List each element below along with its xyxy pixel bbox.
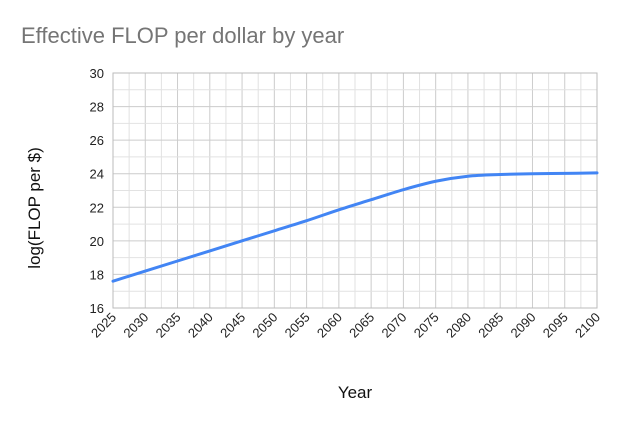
- x-tick-label: 2055: [282, 310, 313, 341]
- x-tick-label: 2070: [378, 310, 409, 341]
- y-tick-label: 18: [90, 267, 104, 282]
- chart-title: Effective FLOP per dollar by year: [21, 23, 344, 48]
- x-tick-label: 2045: [217, 310, 248, 341]
- series-line: [111, 171, 599, 283]
- x-tick-label: 2065: [346, 310, 377, 341]
- y-tick-label: 20: [90, 234, 104, 249]
- x-tick-label: 2080: [443, 310, 474, 341]
- plot-border: [112, 72, 598, 309]
- x-tick-label: 2040: [185, 310, 216, 341]
- x-tick-label: 2060: [314, 310, 345, 341]
- grid: [112, 72, 598, 309]
- x-tick-label: 2090: [508, 310, 539, 341]
- x-tick-label: 2085: [475, 310, 506, 341]
- x-tick-label: 2035: [153, 310, 184, 341]
- x-tick-label: 2075: [411, 310, 442, 341]
- y-tick-label: 24: [90, 167, 104, 182]
- x-axis-label: Year: [338, 383, 373, 402]
- y-tick-label: 28: [90, 100, 104, 115]
- y-tick-labels: 16 18 20 22 24 26 28 30: [90, 66, 104, 316]
- x-tick-labels: 2025 2030 2035 2040 2045 2050 2055 2060 2065 2070…: [88, 310, 603, 341]
- y-tick-label: 26: [90, 133, 104, 148]
- x-tick-label: 2030: [120, 310, 151, 341]
- x-tick-label: 2050: [249, 310, 280, 341]
- series-layer: [111, 171, 599, 283]
- y-tick-label: 22: [90, 200, 104, 215]
- y-axis-label: log(FLOP per $): [25, 147, 44, 269]
- x-tick-label: 2095: [540, 310, 571, 341]
- x-tick-label: 2100: [572, 310, 603, 341]
- y-tick-label: 30: [90, 66, 104, 81]
- y-tick-label: 16: [90, 301, 104, 316]
